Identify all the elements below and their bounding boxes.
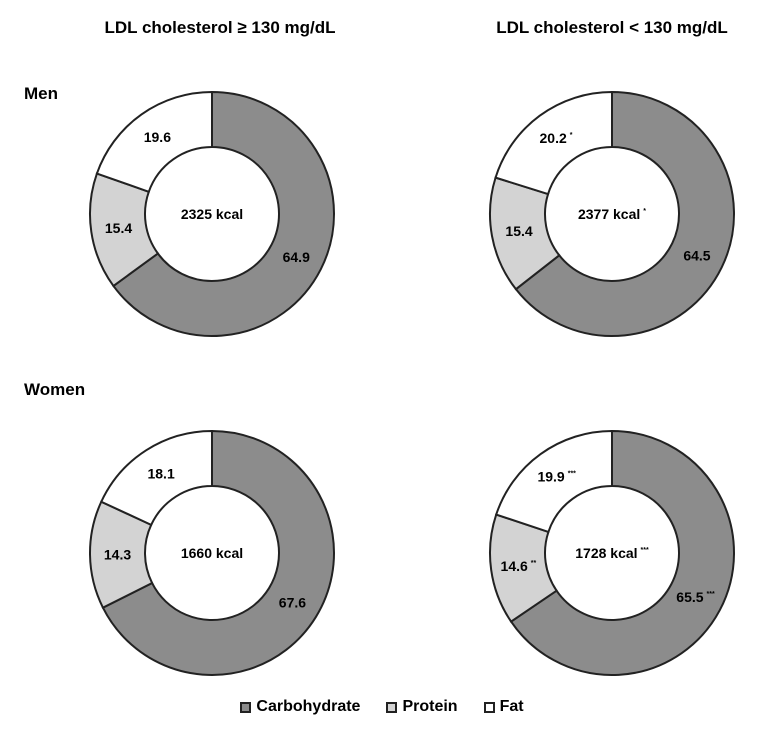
legend: Carbohydrate Protein Fat [0, 698, 764, 716]
donut-men-ldl-low: 64.5 15.4 20.2 * 2377 kcal * [489, 90, 735, 337]
center-label-men-ldl-low: 2377 kcal * [578, 206, 646, 222]
donut-women-ldl-high: 67.6 14.3 18.1 1660 kcal [89, 429, 335, 676]
slice-fat-men-ldl-high [95, 90, 213, 194]
legend-label-protein: Protein [402, 698, 458, 715]
significance-mark: *** [641, 547, 649, 554]
slice-label-carbohydrate-women-ldl-high: 67.6 [279, 595, 306, 611]
significance-mark: ** [531, 560, 537, 567]
significance-mark: * [643, 208, 646, 215]
slice-label-protein-women-ldl-low: 14.6 ** [501, 558, 537, 574]
slice-carbohydrate-men-ldl-low [514, 90, 735, 337]
slice-label-carbohydrate-men-ldl-low: 64.5 [683, 247, 710, 263]
significance-mark: * [570, 132, 573, 139]
slice-label-fat-men-ldl-high: 19.6 [144, 129, 171, 145]
slice-carbohydrate-women-ldl-high [101, 429, 335, 676]
center-label-women-ldl-high: 1660 kcal [181, 545, 243, 561]
significance-mark: *** [707, 591, 715, 598]
row-label-women: Women [24, 380, 86, 399]
row-label-men: Men [24, 84, 58, 103]
donut-women-ldl-low: 65.5 ***14.6 **19.9 ***1728 kcal *** [489, 429, 735, 676]
slice-fat-men-ldl-low [494, 90, 613, 196]
slice-carbohydrate-men-ldl-high [112, 90, 335, 337]
legend-item-protein: Protein [386, 698, 458, 716]
slice-label-protein-men-ldl-high: 15.4 [105, 220, 132, 236]
legend-item-carbohydrate: Carbohydrate [240, 698, 360, 716]
slice-label-fat-men-ldl-low: 20.2 * [540, 130, 573, 146]
legend-item-fat: Fat [483, 698, 524, 716]
center-label-men-ldl-high: 2325 kcal [181, 206, 243, 222]
legend-label-carbohydrate: Carbohydrate [256, 698, 361, 715]
slice-fat-women-ldl-high [99, 429, 213, 527]
legend-swatch-carbohydrate [240, 701, 252, 713]
slice-label-protein-women-ldl-high: 14.3 [104, 546, 131, 562]
column-title-ldl-high: LDL cholesterol ≥ 130 mg/dL [104, 18, 336, 37]
center-label-women-ldl-low: 1728 kcal *** [575, 545, 649, 561]
column-title-ldl-low: LDL cholesterol < 130 mg/dL [496, 18, 728, 37]
slice-carbohydrate-women-ldl-low [509, 429, 735, 676]
donut-men-ldl-high: 64.9 15.4 19.6 2325 kcal [89, 90, 335, 337]
legend-swatch-protein [386, 701, 398, 713]
significance-mark: *** [568, 470, 576, 477]
legend-label-fat: Fat [499, 698, 524, 715]
slice-label-fat-women-ldl-high: 18.1 [147, 465, 174, 481]
slice-label-protein-men-ldl-low: 15.4 [505, 223, 532, 239]
slice-fat-women-ldl-low [494, 429, 613, 534]
legend-swatch-fat [483, 701, 495, 713]
slice-label-carbohydrate-men-ldl-high: 64.9 [283, 249, 310, 265]
